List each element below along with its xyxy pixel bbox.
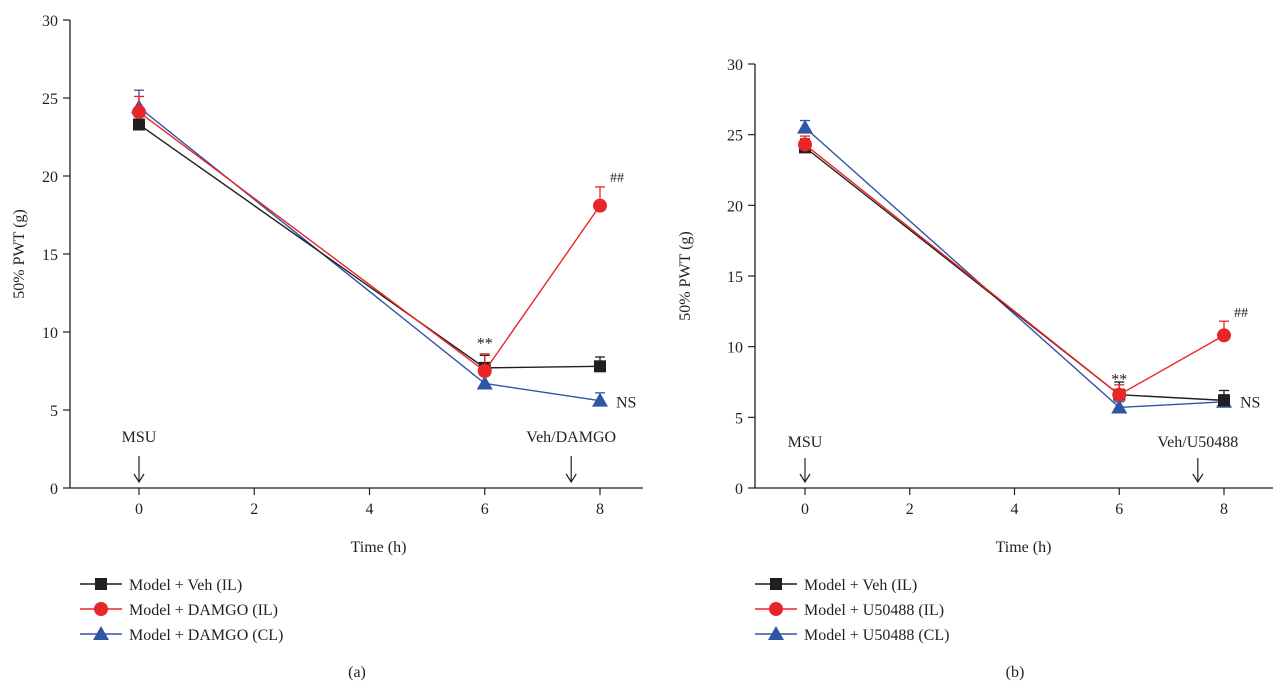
legend-label: Model + DAMGO (CL) (129, 627, 283, 644)
arrow-label: Veh/DAMGO (526, 429, 616, 446)
data-point-triangle (476, 375, 493, 390)
chart-panel-a: 0 5 10 15 20 25 30 0 2 4 6 8 Time (h) 50% PWT (g) MSU V… (11, 13, 643, 681)
legend-marker-circle (94, 602, 108, 616)
panel-label: (b) (1006, 664, 1025, 681)
arrow-label: MSU (122, 429, 157, 446)
legend-marker-square (770, 578, 782, 590)
down-arrow-head (799, 473, 811, 484)
series-line (138, 111, 601, 372)
significance-label: ## (610, 171, 624, 186)
series-line (804, 127, 1225, 409)
y-tick-label: 5 (735, 410, 743, 427)
y-tick-label: 20 (727, 198, 743, 215)
significance-label: NS (616, 395, 636, 412)
data-point-square (1218, 394, 1230, 407)
down-arrow-head (1192, 473, 1204, 484)
x-tick-label: 8 (1220, 501, 1228, 518)
x-tick-label: 8 (596, 501, 604, 518)
legend-marker-circle (769, 602, 783, 616)
series-line (804, 146, 1225, 402)
y-axis-label: 50% PWT (g) (11, 209, 28, 298)
legend-marker-triangle (93, 626, 109, 640)
data-point-circle (477, 364, 492, 378)
significance-label: ** (477, 335, 493, 352)
significance-label: NS (1240, 394, 1260, 411)
y-tick-label: 25 (42, 91, 58, 108)
x-axis-label: Time (h) (996, 539, 1052, 556)
y-axis-label: 50% PWT (g) (677, 231, 694, 320)
data-point-triangle (1111, 399, 1128, 414)
y-tick-label: 5 (50, 403, 58, 420)
data-point-square (133, 118, 145, 131)
series-line (138, 123, 601, 369)
significance-label: ## (1234, 306, 1248, 321)
y-tick-label: 10 (42, 325, 58, 342)
data-point-square (594, 360, 606, 373)
data-point-circle (1217, 328, 1231, 343)
data-point-circle (132, 105, 146, 120)
series-line (138, 106, 601, 402)
data-point-triangle (797, 119, 813, 134)
arrow-label: Veh/U50488 (1157, 434, 1238, 451)
chart-panel-b: 0 5 10 15 20 25 30 0 2 4 6 8 Time (h) 50% PWT (g) MSU V… (677, 57, 1273, 681)
legend-label: Model + DAMGO (IL) (129, 602, 278, 619)
y-tick-label: 0 (735, 481, 743, 498)
panel-label: (a) (348, 664, 366, 681)
x-tick-label: 2 (906, 501, 914, 518)
y-tick-label: 25 (727, 128, 743, 145)
down-arrow-head (133, 473, 145, 484)
y-tick-label: 10 (727, 340, 743, 357)
legend-marker-square (95, 578, 107, 590)
x-tick-label: 6 (481, 501, 489, 518)
y-tick-label: 0 (50, 481, 58, 498)
x-tick-label: 0 (801, 501, 809, 518)
down-arrow-head (565, 473, 577, 484)
y-tick-label: 30 (42, 13, 58, 30)
legend-label: Model + Veh (IL) (129, 577, 242, 594)
data-point-triangle (592, 392, 608, 407)
data-point-circle (1112, 387, 1127, 402)
data-point-circle (593, 198, 607, 213)
legend-label: Model + U50488 (IL) (804, 602, 944, 619)
x-axis-label: Time (h) (351, 539, 407, 556)
y-tick-label: 15 (727, 269, 743, 286)
series-line (804, 144, 1225, 396)
x-tick-label: 6 (1115, 501, 1123, 518)
data-point-circle (798, 137, 812, 152)
legend-marker-triangle (768, 626, 784, 640)
x-tick-label: 4 (366, 501, 374, 518)
legend-label: Model + Veh (IL) (804, 577, 917, 594)
y-tick-label: 20 (42, 169, 58, 186)
x-tick-label: 2 (250, 501, 258, 518)
y-tick-label: 30 (727, 57, 743, 74)
x-tick-label: 0 (135, 501, 143, 518)
x-tick-label: 4 (1011, 501, 1019, 518)
arrow-label: MSU (788, 434, 823, 451)
legend-label: Model + U50488 (CL) (804, 627, 949, 644)
significance-label: ** (1111, 372, 1127, 389)
y-tick-label: 15 (42, 247, 58, 264)
